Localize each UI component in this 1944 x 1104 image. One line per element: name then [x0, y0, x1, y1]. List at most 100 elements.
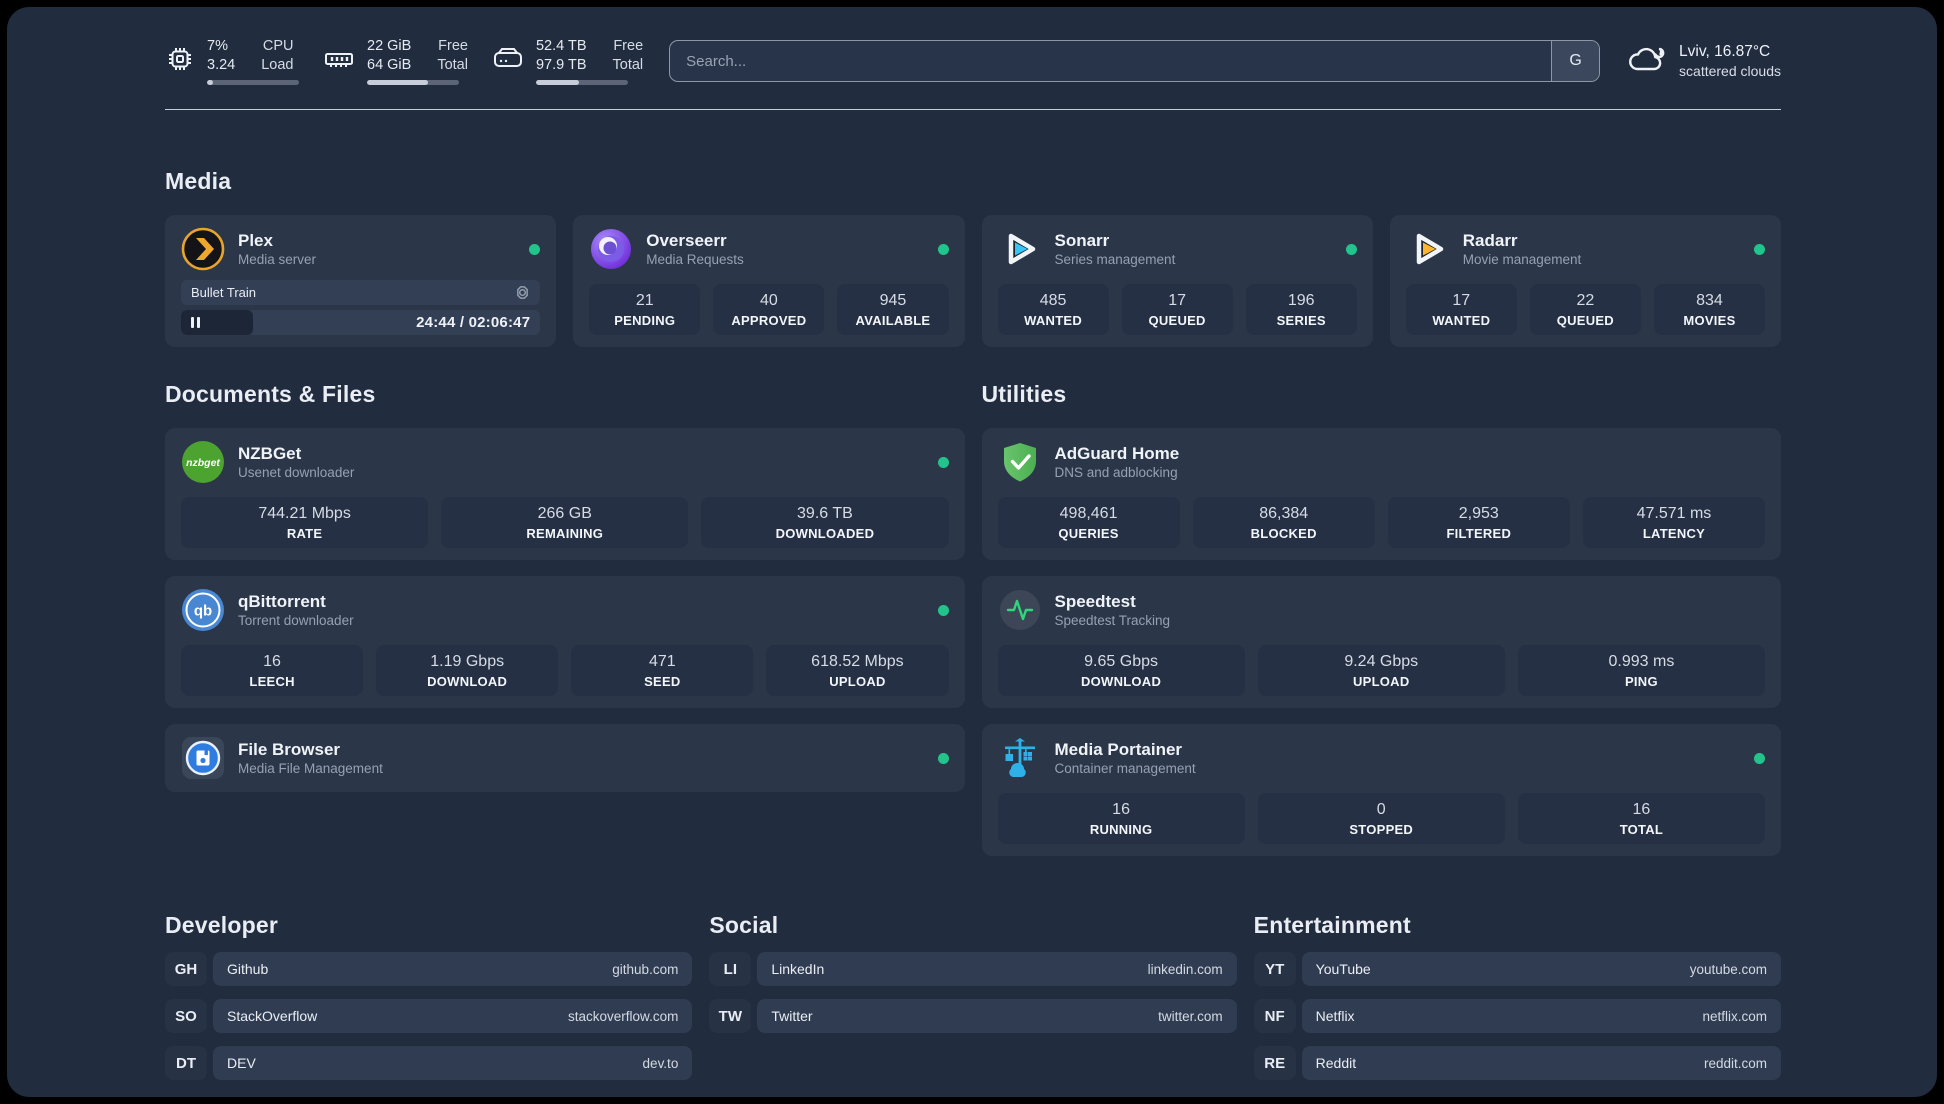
link-dev-to[interactable]: DT DEV dev.to [165, 1046, 693, 1081]
app-name: NZBGet [238, 443, 302, 463]
section-title-media: Media [165, 168, 232, 195]
link-url: linkedin.com [1147, 961, 1223, 977]
card-plex[interactable]: Plex Media server Bullet Train [165, 215, 557, 348]
stat-upload: 618.52 Mbps UPLOAD [766, 645, 949, 697]
link-youtube[interactable]: YT YouTube youtube.com [1253, 952, 1781, 987]
status-dot [937, 752, 949, 764]
ram-icon [323, 44, 355, 79]
link-url: netflix.com [1702, 1008, 1767, 1024]
card-adguard[interactable]: AdGuard Home DNS and adblocking 498,461 … [981, 428, 1781, 561]
search-bar: G [669, 40, 1601, 83]
disk-label-2: Total [612, 57, 644, 74]
disk-progress-fill [535, 80, 580, 86]
section-utilities: Utilities [981, 381, 1781, 857]
sonarr-icon [998, 227, 1042, 271]
link-reddit[interactable]: RE Reddit reddit.com [1253, 1046, 1781, 1081]
cpu-usage-value: 7% [207, 38, 228, 54]
link-linkedin[interactable]: LI LinkedIn linkedin.com [709, 952, 1237, 987]
qbittorrent-icon: qb [181, 588, 225, 632]
stat-rate: 744.21 Mbps RATE [181, 497, 429, 549]
ram-total-value: 64 GiB [367, 57, 412, 74]
playback-progress-bar[interactable]: 24:44 / 02:06:47 [181, 310, 541, 336]
stat-ping: 0.993 ms PING [1517, 645, 1765, 697]
ram-label-1: Free [438, 38, 468, 54]
stat-pending: 21 PENDING [589, 284, 701, 336]
session-settings-icon[interactable] [515, 285, 530, 300]
link-stackoverflow[interactable]: SO StackOverflow stackoverflow.com [165, 999, 693, 1034]
status-dot [937, 604, 949, 616]
stat-download: 9.65 Gbps DOWNLOAD [997, 645, 1245, 697]
link-url: twitter.com [1158, 1008, 1223, 1024]
stat-upload: 9.24 Gbps UPLOAD [1257, 645, 1505, 697]
link-abbr: DT [165, 1046, 207, 1081]
cpu-label-1: CPU [262, 38, 294, 54]
stat-approved: 40 APPROVED [713, 284, 825, 336]
link-url: stackoverflow.com [568, 1008, 679, 1024]
stat-wanted: 485 WANTED [997, 284, 1109, 336]
link-abbr: NF [1253, 999, 1296, 1034]
status-dot [529, 243, 541, 255]
link-abbr: YT [1253, 952, 1296, 987]
link-abbr: GH [165, 952, 207, 987]
stat-downloaded: 39.6 TB DOWNLOADED [701, 497, 949, 549]
stat-wanted: 17 WANTED [1405, 284, 1517, 336]
card-qbittorrent[interactable]: qb qBittorrent Torrent downloader [165, 576, 965, 709]
header-divider [165, 109, 1781, 111]
pause-icon[interactable] [191, 317, 200, 329]
card-sonarr[interactable]: Sonarr Series management 485 WANTED 17 Q… [981, 215, 1373, 348]
ram-progress-bar [367, 80, 459, 86]
link-twitter[interactable]: TW Twitter twitter.com [709, 999, 1237, 1034]
disk-total-value: 97.9 TB [535, 57, 587, 74]
link-url: youtube.com [1689, 961, 1767, 977]
stat-total: 16 TOTAL [1517, 793, 1765, 845]
weather-widget: Lviv, 16.87°C scattered clouds [1626, 42, 1781, 81]
radarr-icon [1406, 227, 1450, 271]
dashboard-page: 7% 3.24 CPU Load [7, 7, 1937, 1097]
search-input[interactable] [670, 41, 1552, 82]
card-radarr[interactable]: Radarr Movie management 17 WANTED 22 QUE… [1389, 215, 1781, 348]
section-title-documents: Documents & Files [165, 381, 376, 408]
disk-progress-bar [535, 80, 628, 86]
plex-icon [181, 227, 225, 271]
svg-text:qb: qb [194, 603, 212, 620]
section-documents: Documents & Files nzbget [165, 381, 965, 856]
cpu-progress-bar [207, 80, 299, 86]
link-abbr: LI [709, 952, 752, 987]
card-speedtest[interactable]: Speedtest Speedtest Tracking 9.65 Gbps D… [981, 576, 1781, 709]
link-netflix[interactable]: NF Netflix netflix.com [1253, 999, 1781, 1034]
ram-label-2: Total [437, 57, 468, 74]
link-name: Twitter [771, 1008, 813, 1025]
status-dot [1754, 752, 1765, 764]
card-overseerr[interactable]: Overseerr Media Requests 21 PENDING 40 A… [573, 215, 965, 348]
app-name: Speedtest [1054, 591, 1136, 611]
link-github[interactable]: GH Github github.com [165, 952, 693, 987]
link-abbr: RE [1253, 1046, 1296, 1081]
section-title-utilities: Utilities [981, 381, 1067, 408]
stat-series: 196 SERIES [1245, 284, 1357, 336]
section-social: Social LI LinkedIn linkedin.com TW Twitt… [709, 912, 1237, 1080]
app-desc: Torrent downloader [238, 612, 354, 628]
app-desc: Usenet downloader [238, 464, 355, 480]
header-bar: 7% 3.24 CPU Load [165, 37, 1781, 86]
card-nzbget[interactable]: nzbget NZBGet Usenet downloader 74 [165, 428, 965, 561]
cpu-label-2: Load [261, 57, 294, 74]
stat-leech: 16 LEECH [181, 645, 364, 697]
card-filebrowser[interactable]: File Browser Media File Management [165, 724, 965, 793]
stat-stopped: 0 STOPPED [1257, 793, 1505, 845]
link-name: Netflix [1315, 1008, 1355, 1025]
section-media: Media Plex Media server [165, 168, 1781, 348]
app-desc: Media File Management [238, 760, 383, 776]
disk-stat: 52.4 TB 97.9 TB Free Total [492, 37, 644, 86]
cpu-load-value: 3.24 [207, 57, 236, 74]
link-name: DEV [227, 1055, 256, 1072]
card-portainer[interactable]: Media Portainer Container management 16 … [981, 724, 1781, 857]
disk-icon [492, 44, 524, 79]
ram-progress-fill [367, 80, 428, 86]
cpu-progress-fill [207, 80, 214, 86]
link-name: StackOverflow [227, 1008, 318, 1025]
app-desc: Media Requests [646, 251, 744, 267]
overseerr-icon [589, 227, 633, 271]
svg-text:nzbget: nzbget [186, 457, 220, 469]
link-name: YouTube [1315, 961, 1371, 978]
search-provider-button[interactable]: G [1551, 41, 1600, 82]
